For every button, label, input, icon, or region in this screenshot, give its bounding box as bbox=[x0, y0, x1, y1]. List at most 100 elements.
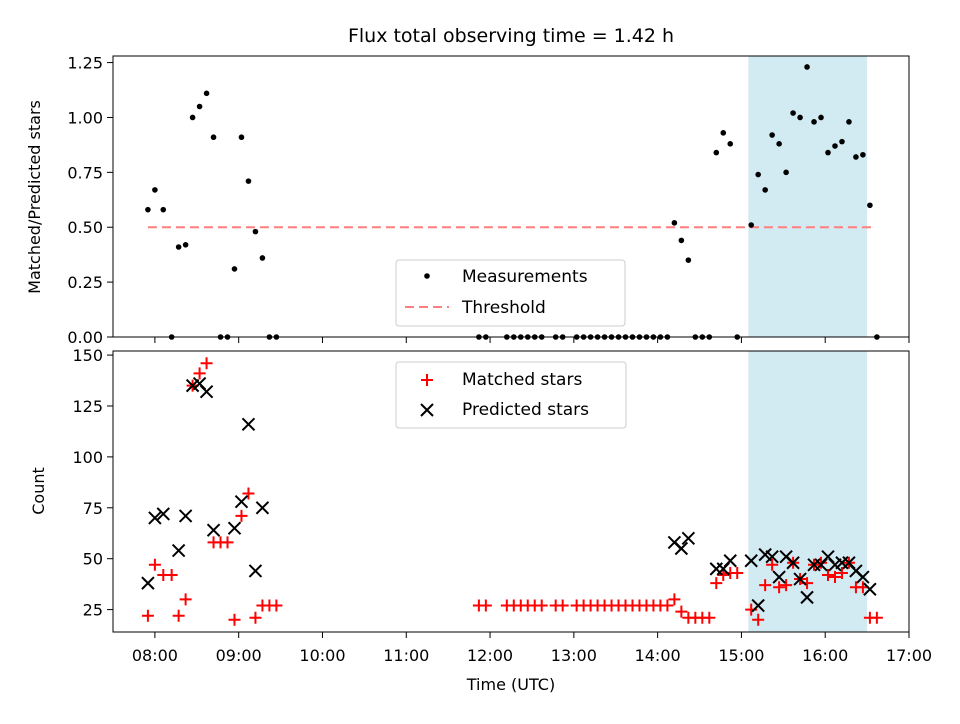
matched-star-point bbox=[148, 558, 161, 571]
matched-star-point bbox=[242, 487, 255, 500]
matched-star-point bbox=[835, 566, 848, 579]
measurement-point bbox=[790, 110, 796, 116]
measurement-point bbox=[152, 187, 158, 193]
x-tick-label: 14:00 bbox=[635, 646, 681, 665]
predicted-star-point bbox=[148, 511, 162, 525]
bottom-matched-points bbox=[141, 357, 883, 626]
measurement-point bbox=[685, 257, 692, 263]
legend-measurements-marker bbox=[424, 273, 430, 279]
measurement-point bbox=[755, 171, 761, 178]
matched-star-point bbox=[172, 609, 185, 622]
y-tick-label: 25 bbox=[83, 601, 103, 620]
predicted-star-point bbox=[800, 590, 814, 605]
x-tick-label: 10:00 bbox=[299, 646, 345, 665]
x-tick-label: 17:00 bbox=[886, 646, 932, 665]
predicted-star-point bbox=[141, 576, 155, 590]
matched-star-point bbox=[556, 599, 569, 612]
matched-star-point bbox=[773, 581, 786, 594]
top-legend-box bbox=[395, 259, 626, 327]
y-tick-label: 50 bbox=[83, 550, 103, 569]
predicted-star-point bbox=[255, 501, 270, 515]
x-tick-label: 13:00 bbox=[551, 646, 597, 665]
measurement-point bbox=[867, 202, 873, 209]
measurement-point bbox=[762, 187, 768, 193]
y-tick-label: 150 bbox=[72, 346, 103, 365]
measurement-point bbox=[832, 143, 838, 149]
predicted-star-point bbox=[674, 541, 689, 556]
predicted-star-point bbox=[681, 531, 696, 546]
predicted-star-point bbox=[199, 385, 214, 399]
legend-measurements-label: Measurements bbox=[462, 267, 588, 287]
y-tick-label: 0.25 bbox=[67, 273, 103, 292]
matched-star-point bbox=[675, 605, 688, 618]
measurement-point bbox=[748, 222, 754, 228]
predicted-star-point bbox=[751, 598, 765, 613]
legend-predicted-label: Predicted stars bbox=[462, 400, 589, 420]
matched-star-point bbox=[661, 599, 674, 612]
measurement-point bbox=[713, 149, 720, 156]
bottom-highlight-span bbox=[748, 351, 868, 632]
bottom-y-ticks: 25 50 75 100 125 150 bbox=[72, 346, 113, 620]
y-tick-label: 1.00 bbox=[67, 108, 103, 127]
measurement-point bbox=[769, 132, 775, 138]
measurement-point bbox=[783, 169, 789, 176]
matched-star-point bbox=[828, 571, 841, 584]
matched-star-point bbox=[141, 609, 154, 622]
matched-star-point bbox=[535, 599, 548, 612]
top-highlight-span bbox=[748, 56, 868, 337]
predicted-star-point bbox=[248, 564, 263, 578]
matched-star-point bbox=[165, 568, 178, 581]
legend-matched-marker bbox=[421, 374, 433, 386]
measurement-point bbox=[210, 134, 217, 141]
measurement-point bbox=[231, 266, 238, 272]
x-axis-label: Time (UTC) bbox=[466, 675, 555, 694]
top-y-axis-label: Matched/Predicted stars bbox=[25, 100, 44, 294]
measurement-point bbox=[804, 64, 810, 70]
predicted-star-point bbox=[241, 417, 256, 432]
matched-star-point bbox=[235, 509, 248, 522]
measurement-point bbox=[203, 90, 210, 97]
y-tick-label: 0.00 bbox=[67, 328, 103, 347]
measurement-point bbox=[860, 151, 866, 158]
measurement-point bbox=[145, 206, 151, 213]
bottom-predicted-points bbox=[141, 376, 877, 613]
predicted-star-point bbox=[856, 570, 870, 584]
x-tick-label: 09:00 bbox=[216, 646, 262, 665]
matched-star-point bbox=[479, 599, 492, 612]
measurement-point bbox=[825, 149, 831, 156]
legend-matched-label: Matched stars bbox=[462, 370, 582, 390]
bottom-y-axis-label: Count bbox=[29, 467, 48, 515]
measurement-point bbox=[245, 178, 252, 184]
measurement-point bbox=[720, 130, 727, 136]
bottom-legend-box bbox=[395, 361, 627, 429]
matched-star-point bbox=[179, 593, 192, 606]
y-tick-label: 0.75 bbox=[67, 163, 103, 182]
measurement-point bbox=[238, 134, 245, 141]
legend-threshold-label: Threshold bbox=[461, 298, 546, 318]
measurement-point bbox=[846, 119, 852, 125]
matched-star-point bbox=[731, 566, 744, 579]
y-tick-label: 75 bbox=[83, 499, 103, 518]
x-tick-label: 08:00 bbox=[132, 646, 178, 665]
matched-star-point bbox=[752, 613, 765, 626]
measurement-point bbox=[839, 138, 845, 145]
matched-star-point bbox=[249, 611, 262, 624]
measurement-point bbox=[160, 206, 167, 213]
matched-star-point bbox=[766, 558, 779, 571]
x-tick-label: 11:00 bbox=[383, 646, 429, 665]
legend-predicted-marker bbox=[420, 403, 434, 417]
measurement-point bbox=[818, 114, 824, 121]
predicted-star-point bbox=[178, 509, 193, 523]
y-tick-label: 1.25 bbox=[67, 54, 103, 73]
predicted-star-point bbox=[772, 570, 786, 584]
bottom-x-ticks: 08:00 09:00 10:00 11:00 12:00 13:00 14:00 15:00… bbox=[132, 632, 932, 665]
matched-star-point bbox=[870, 611, 883, 624]
matched-star-point bbox=[822, 568, 835, 581]
measurement-point bbox=[811, 119, 817, 125]
y-tick-label: 100 bbox=[72, 448, 103, 467]
predicted-star-point bbox=[723, 554, 737, 568]
x-tick-label: 12:00 bbox=[467, 646, 513, 665]
matched-star-point bbox=[717, 568, 730, 581]
predicted-star-point bbox=[709, 562, 723, 576]
